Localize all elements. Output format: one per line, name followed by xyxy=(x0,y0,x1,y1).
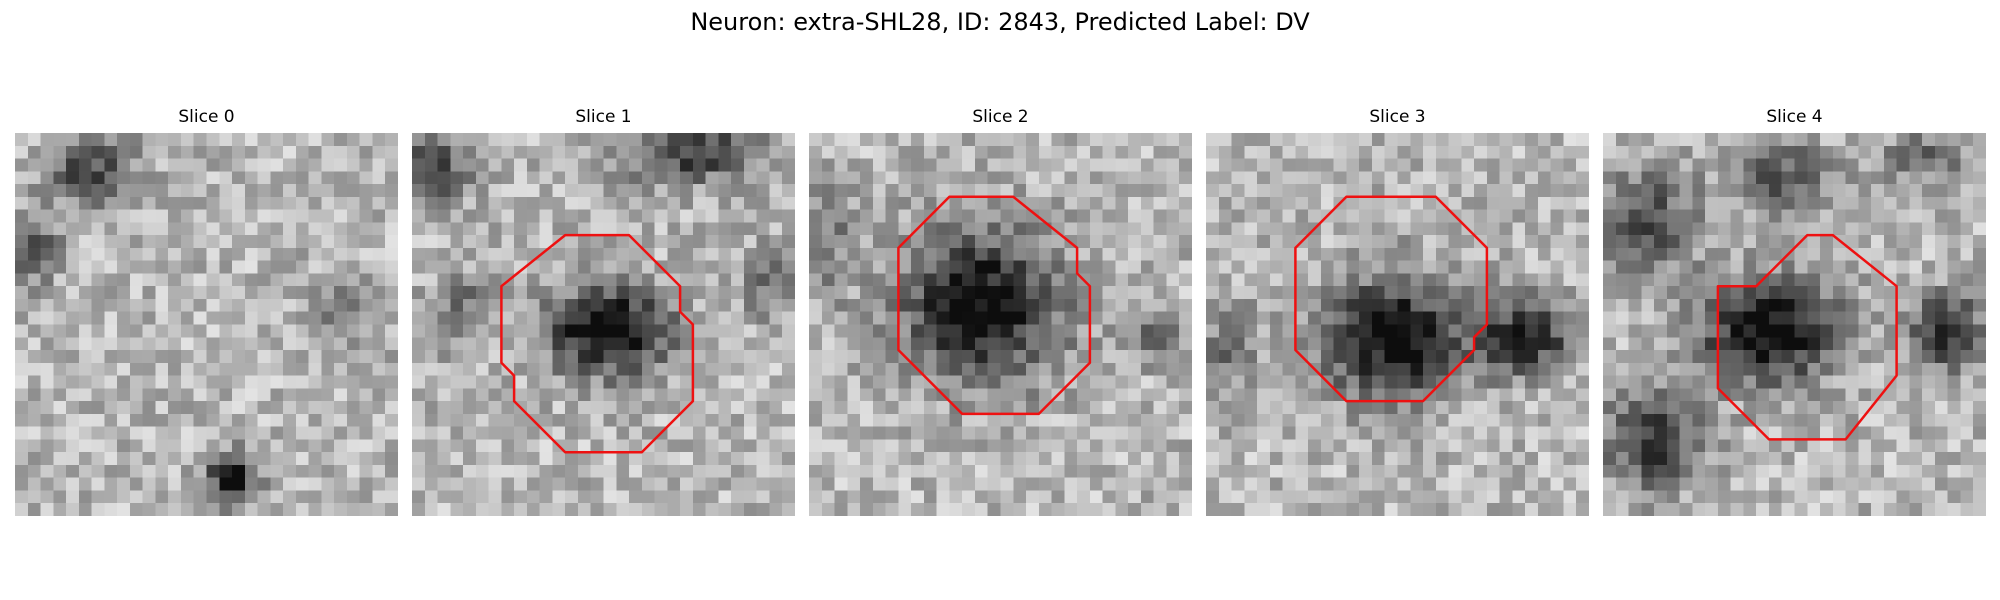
microscopy-slice-3 xyxy=(1206,133,1589,516)
slice-title-1: Slice 1 xyxy=(412,105,795,129)
microscopy-slice-1 xyxy=(412,133,795,516)
microscopy-slice-2 xyxy=(809,133,1192,516)
microscopy-slice-0 xyxy=(15,133,398,516)
figure-title: Neuron: extra-SHL28, ID: 2843, Predicted… xyxy=(0,6,2000,38)
slice-image-0 xyxy=(15,133,398,516)
slice-title-4: Slice 4 xyxy=(1603,105,1986,129)
slice-image-4 xyxy=(1603,133,1986,516)
image-pixels xyxy=(1603,133,1986,516)
slice-title-2: Slice 2 xyxy=(809,105,1192,129)
image-pixels xyxy=(15,133,398,516)
slice-image-2 xyxy=(809,133,1192,516)
image-pixels xyxy=(412,133,795,516)
microscopy-slice-4 xyxy=(1603,133,1986,516)
slice-title-0: Slice 0 xyxy=(15,105,398,129)
slice-title-3: Slice 3 xyxy=(1206,105,1589,129)
slice-image-3 xyxy=(1206,133,1589,516)
slice-image-1 xyxy=(412,133,795,516)
image-pixels xyxy=(809,133,1192,516)
image-pixels xyxy=(1206,133,1589,516)
